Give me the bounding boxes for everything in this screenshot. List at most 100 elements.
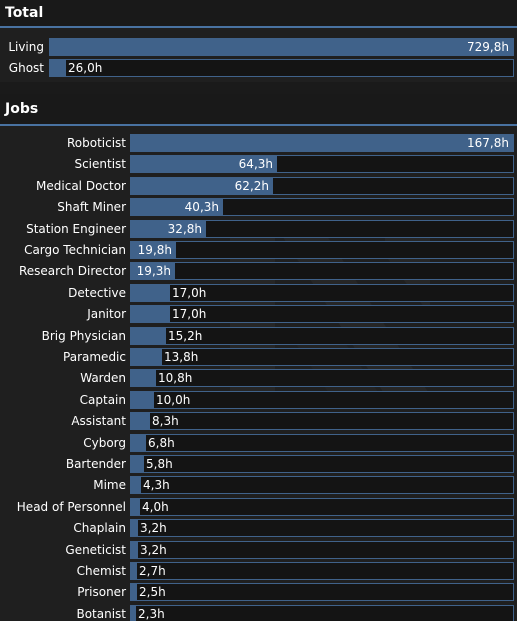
jobs-row: Roboticist 167,8h: [0, 134, 517, 152]
jobs-row: Warden 10,8h: [0, 369, 517, 388]
jobs-row: Janitor 17,0h: [0, 305, 517, 324]
jobs-row-bar-fill: [131, 156, 277, 173]
jobs-row-bar-fill: [131, 520, 138, 537]
jobs-row: Bartender 5,8h: [0, 455, 517, 473]
jobs-row: Chemist 2,7h: [0, 562, 517, 580]
jobs-row-bar: 2,7h: [130, 562, 514, 580]
jobs-row-bar-fill: [131, 242, 176, 258]
jobs-row-bar: 32,8h: [130, 219, 514, 238]
jobs-row-value: 2,7h: [139, 564, 166, 578]
jobs-row-label: Chemist: [76, 564, 126, 578]
total-row-label: Living: [8, 40, 44, 54]
jobs-row-bar: 4,0h: [130, 497, 514, 516]
total-row-bar: 729,8h: [49, 38, 514, 56]
jobs-row-label: Geneticist: [65, 542, 126, 557]
jobs-row-bar: 64,3h: [130, 155, 514, 174]
jobs-row: Detective 17,0h: [0, 283, 517, 302]
jobs-row-bar-fill: [131, 563, 137, 579]
jobs-row-bar-fill: [131, 391, 154, 408]
jobs-row-bar-fill: [131, 263, 175, 280]
jobs-row-value: 167,8h: [467, 136, 509, 150]
jobs-row-value: 3,2h: [140, 521, 167, 536]
jobs-row-label: Medical Doctor: [36, 178, 126, 193]
jobs-row-bar-fill: [131, 306, 170, 323]
jobs-row-bar: 2,5h: [130, 583, 514, 602]
jobs-row-bar: 3,2h: [130, 519, 514, 538]
jobs-row-value: 4,0h: [142, 499, 169, 514]
jobs-row-bar-fill: [131, 434, 146, 451]
jobs-row-label: Mime: [93, 478, 126, 493]
jobs-row-value: 64,3h: [238, 157, 273, 172]
jobs-row-label: Cargo Technician: [24, 243, 126, 257]
jobs-row-value: 13,8h: [164, 350, 199, 364]
jobs-row: Assistant 8,3h: [0, 412, 517, 431]
total-row-label: Ghost: [8, 61, 44, 75]
jobs-row: Botanist 2,3h: [0, 604, 517, 621]
jobs-row-bar-fill: [131, 605, 136, 621]
jobs-row: Research Director 19,3h: [0, 262, 517, 281]
total-row-bar-fill: [50, 39, 513, 55]
jobs-row-label: Brig Physician: [41, 328, 126, 343]
total-row: Ghost 26,0h: [0, 59, 517, 77]
jobs-row-value: 40,3h: [184, 200, 219, 215]
jobs-row: Paramedic 13,8h: [0, 348, 517, 366]
jobs-row: Captain 10,0h: [0, 390, 517, 409]
jobs-row-label: Captain: [79, 392, 126, 407]
jobs-row-value: 3,2h: [140, 542, 167, 557]
jobs-row: Chaplain 3,2h: [0, 519, 517, 538]
jobs-row-bar: 10,8h: [130, 369, 514, 388]
jobs-row-label: Paramedic: [63, 350, 126, 364]
jobs-row-label: Cyborg: [83, 435, 126, 450]
jobs-row-bar: 40,3h: [130, 198, 514, 217]
jobs-row-value: 19,3h: [136, 264, 171, 279]
jobs-row-bar-fill: [131, 413, 150, 430]
jobs-row-value: 5,8h: [146, 457, 173, 471]
total-row-bar: 26,0h: [49, 59, 514, 77]
jobs-row-bar: 2,3h: [130, 604, 514, 621]
jobs-row-label: Shaft Miner: [57, 200, 126, 215]
jobs-row-bar-fill: [131, 284, 170, 301]
jobs-row-bar: 62,2h: [130, 176, 514, 195]
jobs-row-bar: 4,3h: [130, 476, 514, 495]
total-row-value: 729,8h: [467, 40, 509, 54]
jobs-row-bar: 19,3h: [130, 262, 514, 281]
jobs-row-bar-fill: [131, 477, 141, 494]
jobs-row-bar: 167,8h: [130, 134, 514, 152]
total-section-header: Total: [0, 0, 517, 28]
jobs-row-value: 4,3h: [143, 478, 170, 493]
jobs-row-label: Head of Personnel: [16, 499, 126, 514]
jobs-row-bar-fill: [131, 220, 206, 237]
jobs-row-bar: 15,2h: [130, 326, 514, 345]
jobs-row: Scientist 64,3h: [0, 155, 517, 174]
jobs-row-bar: 17,0h: [130, 283, 514, 302]
jobs-row-label: Research Director: [18, 264, 126, 279]
jobs-row-bar-fill: [131, 199, 223, 216]
jobs-row-bar-fill: [131, 498, 140, 515]
jobs-section-title: Jobs: [5, 101, 39, 117]
jobs-row-bar-fill: [131, 541, 138, 558]
jobs-row-label: Chaplain: [73, 521, 126, 536]
jobs-row-value: 8,3h: [152, 414, 179, 429]
jobs-row: Brig Physician 15,2h: [0, 326, 517, 345]
jobs-row-label: Botanist: [76, 606, 126, 621]
jobs-row-bar: 8,3h: [130, 412, 514, 431]
total-row: Living 729,8h: [0, 38, 517, 56]
jobs-row-bar-fill: [131, 177, 273, 194]
jobs-row-label: Assistant: [71, 414, 126, 429]
jobs-row-value: 19,8h: [137, 243, 172, 257]
jobs-row-value: 15,2h: [168, 328, 203, 343]
jobs-row-label: Station Engineer: [26, 221, 126, 236]
jobs-row-value: 10,8h: [158, 371, 193, 386]
jobs-row-bar: 3,2h: [130, 540, 514, 559]
jobs-row: Head of Personnel 4,0h: [0, 497, 517, 516]
jobs-row-label: Scientist: [74, 157, 126, 172]
jobs-row: Prisoner 2,5h: [0, 583, 517, 602]
jobs-row-bar-fill: [131, 349, 162, 365]
jobs-row-label: Janitor: [87, 307, 126, 322]
jobs-row: Mime 4,3h: [0, 476, 517, 495]
jobs-row-value: 10,0h: [156, 392, 191, 407]
jobs-row-value: 17,0h: [172, 285, 207, 300]
jobs-row-value: 2,5h: [139, 585, 166, 600]
jobs-row: Station Engineer 32,8h: [0, 219, 517, 238]
jobs-row-bar-fill: [131, 584, 137, 601]
